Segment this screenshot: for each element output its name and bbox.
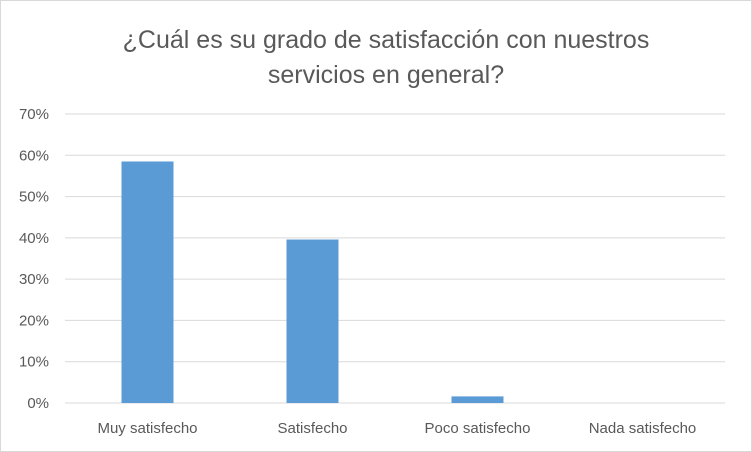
y-tick-label: 30% (19, 271, 49, 288)
y-tick-label: 20% (19, 312, 49, 329)
chart-title-line-2: servicios en general? (267, 61, 505, 89)
x-tick-label: Poco satisfecho (425, 420, 531, 437)
y-tick-label: 60% (19, 147, 49, 164)
x-tick-label: Muy satisfecho (97, 420, 197, 437)
x-tick-label: Satisfecho (277, 420, 347, 437)
bar-muy-satisfecho (121, 161, 174, 403)
bar-satisfecho (286, 239, 339, 403)
y-tick-label: 10% (19, 354, 49, 371)
y-tick-label: 70% (19, 106, 49, 123)
chart-title: ¿Cuál es su grado de satisfacción con nu… (61, 23, 711, 93)
y-tick-label: 0% (27, 395, 49, 412)
chart-title-line-1: ¿Cuál es su grado de satisfacción con nu… (122, 26, 650, 54)
y-tick-label: 40% (19, 230, 49, 247)
y-tick-label: 50% (19, 189, 49, 206)
bar-poco-satisfecho (451, 396, 504, 403)
x-tick-label: Nada satisfecho (589, 420, 697, 437)
